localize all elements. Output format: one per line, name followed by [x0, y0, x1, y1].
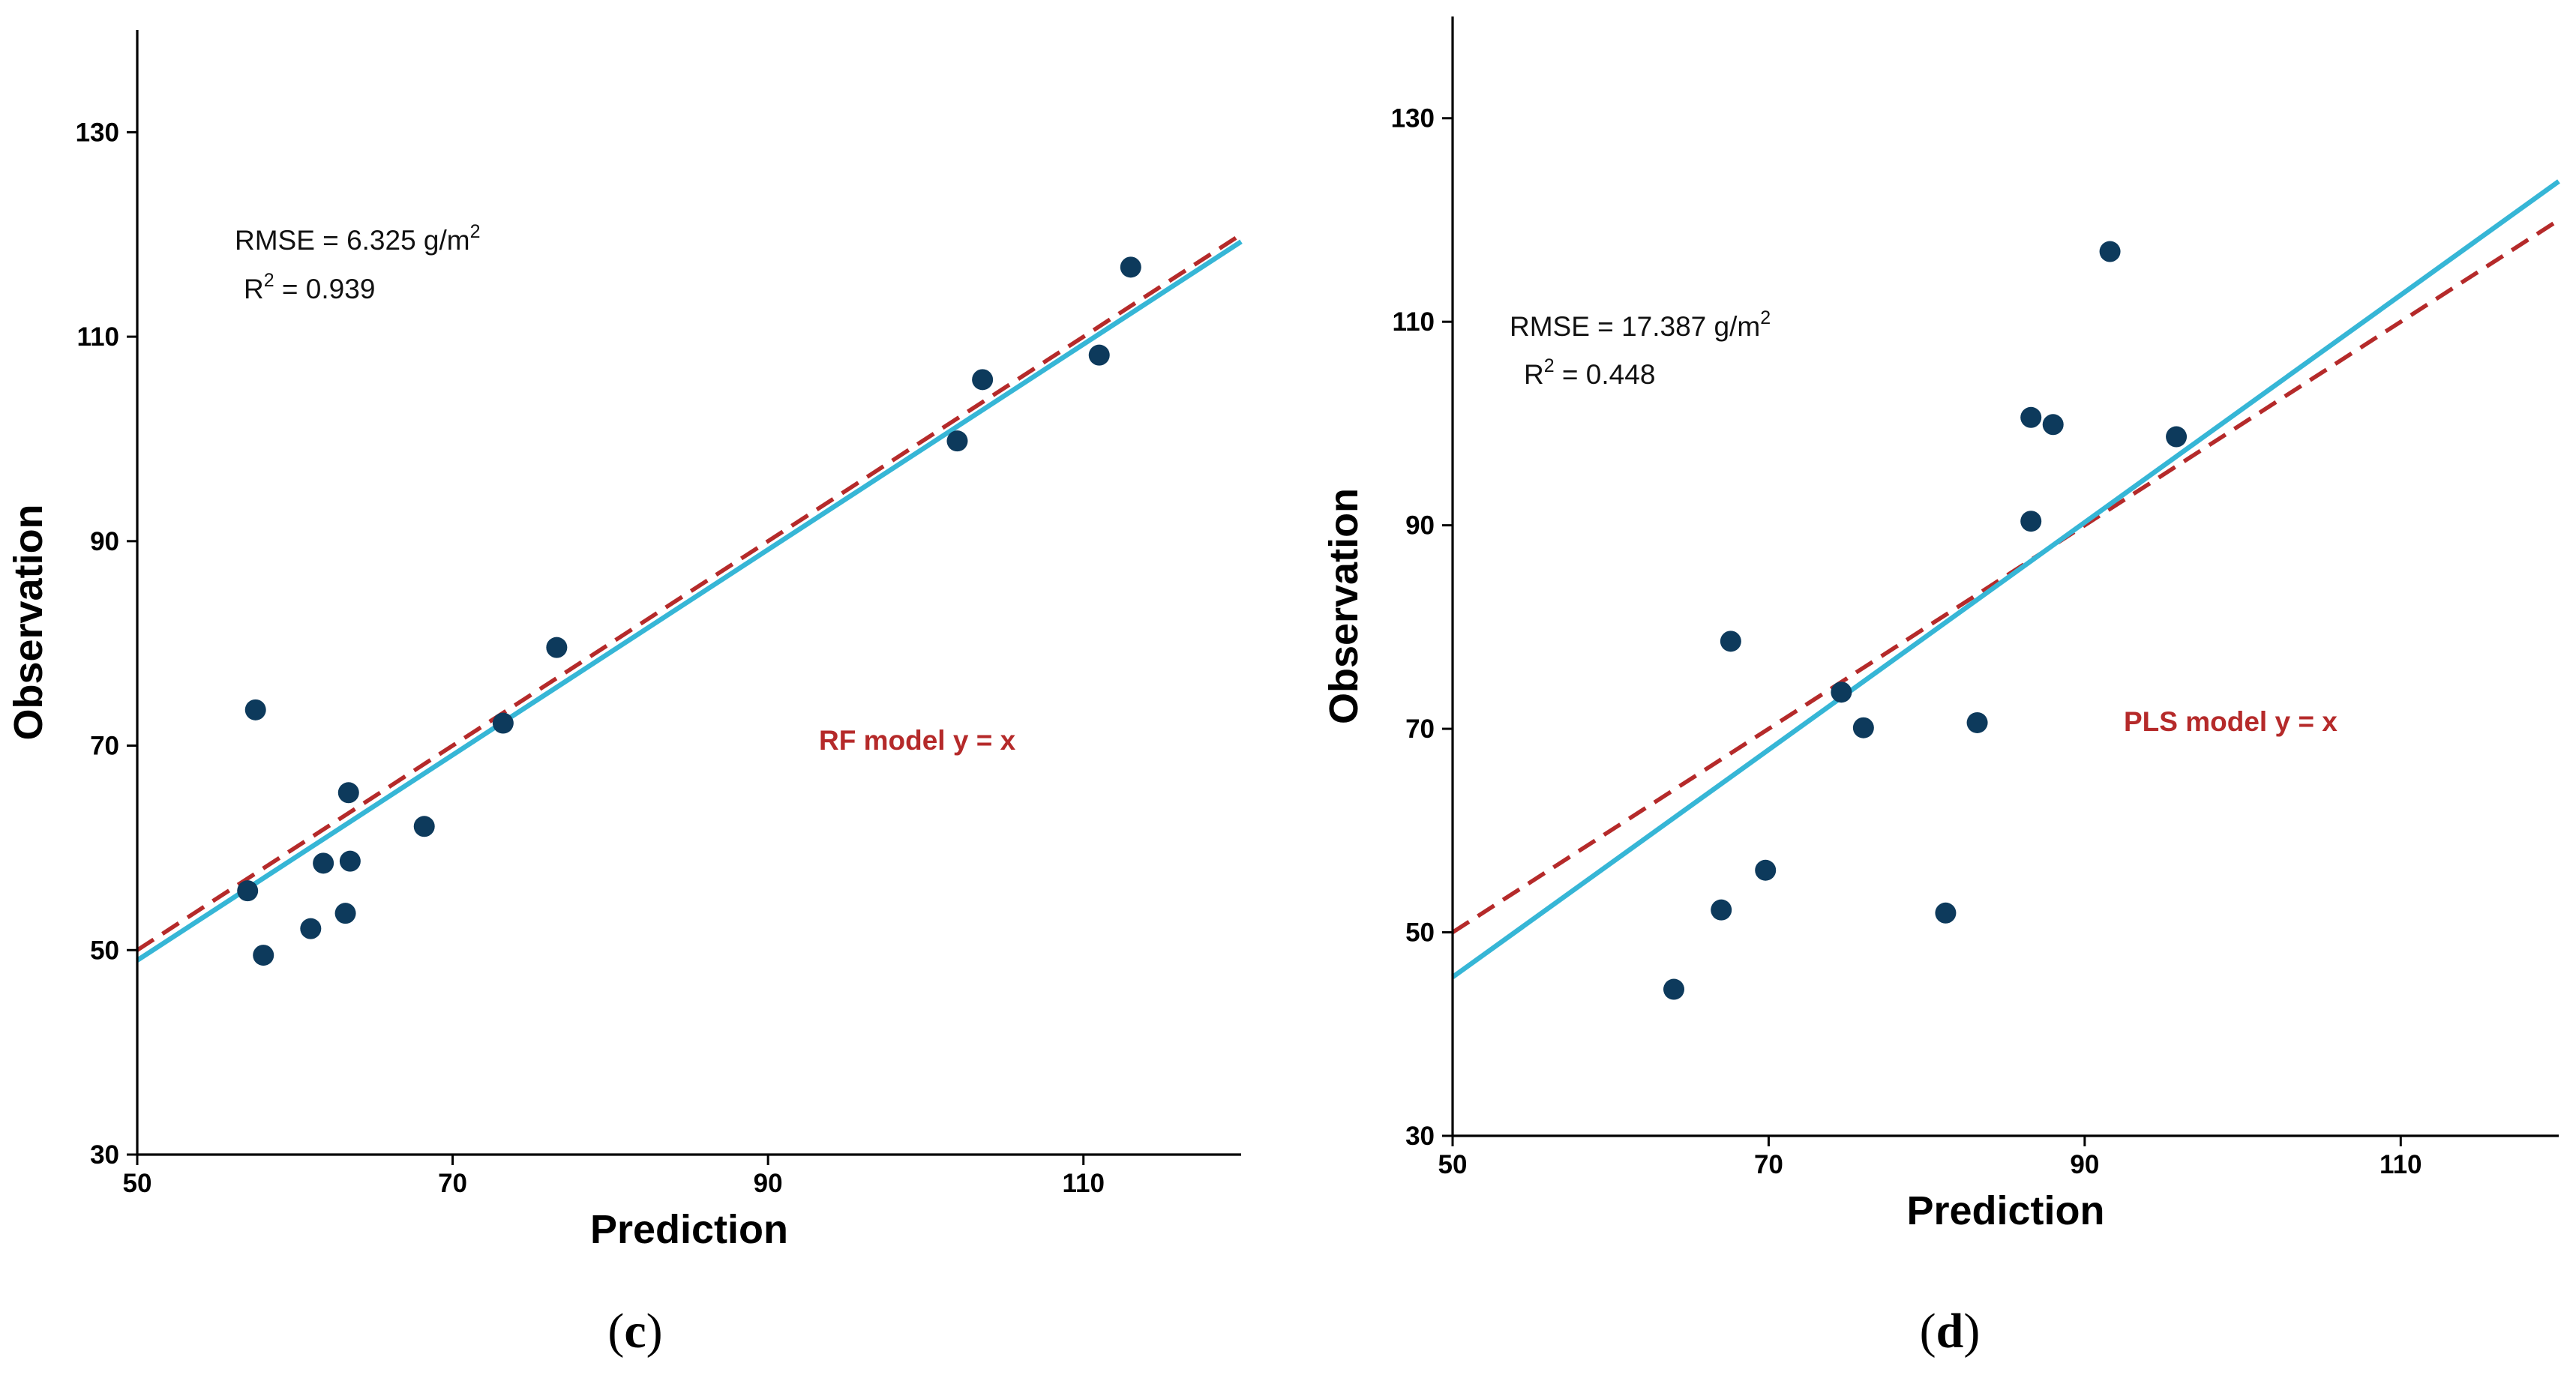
data-point — [1831, 682, 1852, 703]
y-tick-label: 90 — [1405, 511, 1435, 541]
data-point — [492, 712, 514, 734]
panel-label-open-paren: ( — [607, 1304, 624, 1359]
y-tick-label: 130 — [76, 118, 119, 147]
regression-fit-line — [1451, 179, 2560, 979]
data-point — [337, 782, 359, 804]
x-tick-label: 70 — [438, 1169, 467, 1198]
x-tick-label: 70 — [1754, 1150, 1783, 1179]
data-point — [1711, 899, 1732, 921]
data-point — [1720, 631, 1741, 652]
x-tick-label: 90 — [754, 1169, 783, 1198]
data-point — [2042, 414, 2064, 436]
y-axis-title: Observation — [6, 504, 51, 740]
r-squared-annotation: R2 = 0.939 — [244, 270, 375, 304]
data-point — [2099, 241, 2121, 262]
data-point — [1935, 902, 1957, 924]
data-point — [2166, 426, 2188, 448]
y-axis-title: Observation — [1321, 488, 1366, 724]
x-tick-label: 110 — [1062, 1169, 1104, 1198]
r-squared-symbol: R — [1524, 359, 1544, 390]
panel-label-letter: c — [624, 1304, 646, 1359]
x-axis-title: Prediction — [1906, 1188, 2104, 1233]
x-tick-label: 110 — [2380, 1150, 2422, 1179]
data-point — [334, 903, 356, 924]
data-point — [972, 369, 994, 391]
data-point — [244, 699, 266, 720]
model-label: RF model y = x — [819, 725, 1016, 756]
panel-label-c: (c) — [607, 1304, 662, 1359]
x-axis-title: Prediction — [590, 1207, 788, 1252]
panel-c-points — [237, 256, 1141, 966]
rmse-unit-superscript: 2 — [1760, 307, 1771, 328]
r-squared-superscript: 2 — [1544, 355, 1555, 376]
x-axis-ticks: 50 70 90 110 — [1438, 1136, 2422, 1179]
y-tick-label: 70 — [90, 732, 119, 761]
x-tick-label: 50 — [123, 1169, 152, 1198]
data-point — [413, 816, 435, 837]
r-squared-symbol: R — [244, 274, 264, 304]
x-axis-ticks: 50 70 90 110 — [123, 1155, 1105, 1198]
panel-label-open-paren: ( — [1920, 1304, 1936, 1359]
data-point — [339, 850, 361, 872]
data-point — [2020, 406, 2042, 428]
r-squared-value: = 0.939 — [274, 274, 376, 304]
y-axis-ticks: 30 50 70 90 110 130 — [76, 118, 137, 1170]
model-label: PLS model y = x — [2124, 706, 2338, 737]
data-point — [1663, 978, 1684, 1000]
panel-label-close-paren: ) — [646, 1304, 663, 1359]
panel-label-d: (d) — [1920, 1304, 1981, 1359]
data-point — [2020, 511, 2042, 532]
data-point — [1755, 859, 1777, 881]
x-tick-label: 50 — [1438, 1150, 1468, 1179]
y-axis-ticks: 30 50 70 90 110 130 — [1391, 104, 1453, 1151]
y-tick-label: 130 — [1391, 104, 1435, 133]
data-point — [1120, 256, 1141, 278]
y-tick-label: 30 — [90, 1140, 119, 1170]
r-squared-superscript: 2 — [264, 270, 274, 291]
r-squared-annotation: R2 = 0.448 — [1524, 355, 1655, 390]
rmse-value: RMSE = 17.387 g/m — [1510, 311, 1760, 342]
r-squared-value: = 0.448 — [1555, 359, 1656, 390]
y-tick-label: 50 — [1405, 918, 1435, 948]
data-point — [1966, 711, 1988, 733]
rmse-annotation: RMSE = 17.387 g/m2 — [1510, 307, 1771, 342]
identity-line-y-equals-x — [136, 232, 1243, 952]
y-tick-label: 30 — [1405, 1122, 1435, 1151]
rmse-value: RMSE = 6.325 g/m — [235, 225, 470, 256]
data-point — [946, 430, 968, 452]
y-tick-label: 70 — [1405, 714, 1435, 744]
data-point — [1088, 344, 1110, 366]
rmse-annotation: RMSE = 6.325 g/m2 — [235, 221, 481, 256]
y-tick-label: 90 — [90, 527, 119, 556]
rmse-unit-superscript: 2 — [470, 221, 481, 242]
regression-fit-line — [136, 239, 1243, 963]
y-tick-label: 50 — [90, 936, 119, 965]
data-point — [313, 852, 334, 874]
panel-c-series-lines — [136, 232, 1243, 963]
y-tick-label: 110 — [1393, 307, 1435, 337]
data-point — [300, 918, 322, 939]
panel-d-series-lines — [1451, 179, 2560, 979]
panel-label-close-paren: ) — [1963, 1304, 1980, 1359]
data-point — [546, 637, 568, 658]
x-tick-label: 90 — [2070, 1150, 2099, 1179]
y-tick-label: 110 — [77, 322, 119, 352]
panel-d-points — [1663, 241, 2188, 1000]
identity-line-y-equals-x — [1451, 218, 2560, 934]
panel-label-letter: d — [1936, 1304, 1964, 1359]
data-point — [237, 880, 259, 902]
data-point — [1852, 717, 1874, 738]
data-point — [253, 945, 274, 966]
